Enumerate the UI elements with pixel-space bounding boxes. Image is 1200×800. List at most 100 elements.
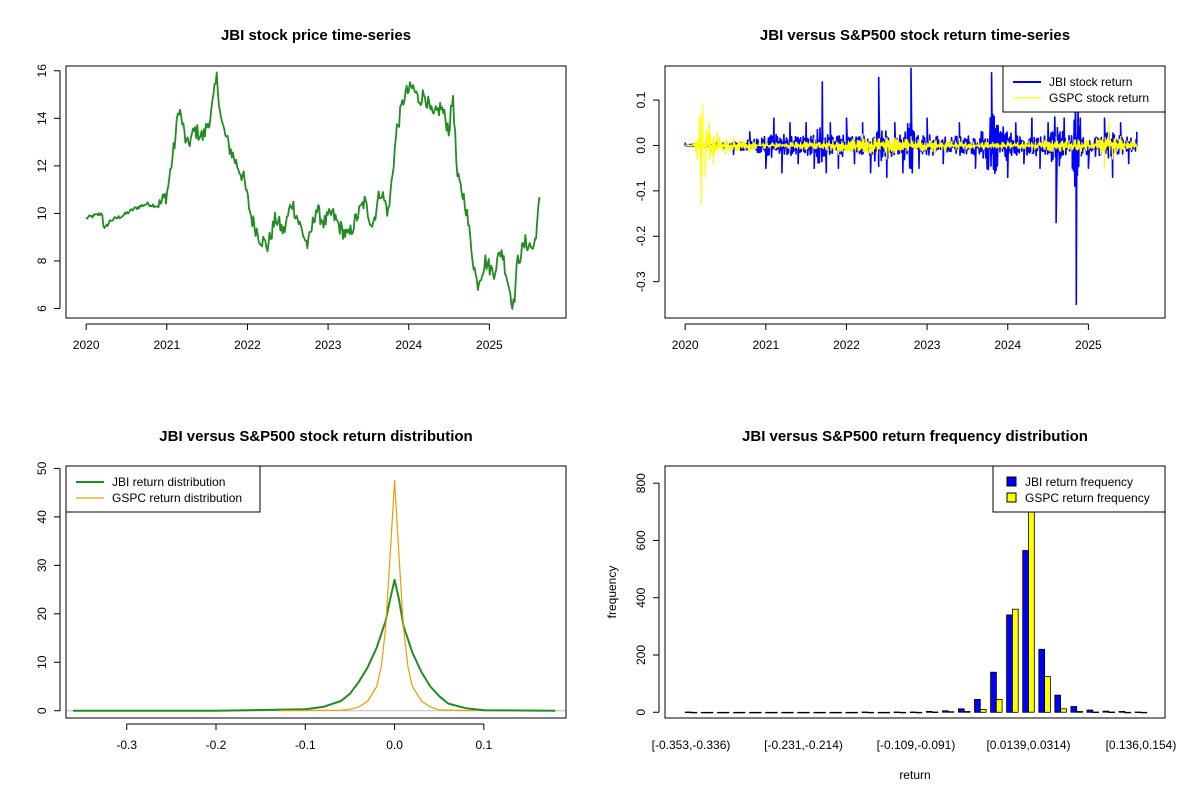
price-y-tick-label: 8 — [35, 257, 49, 264]
frequency-bar-gspc — [690, 711, 698, 714]
frequency-bar-gspc — [851, 711, 858, 714]
frequency-bar-jbi — [717, 711, 724, 714]
chart-title-returns: JBI versus S&P500 stock return time-seri… — [760, 27, 1070, 44]
density-x-tick-label: -0.3 — [116, 738, 137, 752]
returns-y-tick-label: -0.2 — [634, 226, 648, 247]
frequency-bar-jbi — [1102, 710, 1110, 713]
density-chart: -0.3 -0.2 -0.1 0.0 0.1 0 10 20 30 40 50 JBI versus … — [35, 428, 567, 752]
frequency-bar-gspc — [771, 711, 778, 714]
returns-x-tick-label: 2022 — [833, 338, 860, 352]
density-y-tick-label: 0 — [35, 707, 49, 714]
frequency-bar-jbi — [813, 711, 820, 714]
density-y-tick-label: 10 — [35, 655, 49, 669]
frequency-x-tick-label: [-0.231,-0.214) — [764, 738, 843, 752]
returns-x-tick-label: 2024 — [994, 338, 1021, 352]
returns-series-line-jbi — [684, 67, 1138, 306]
frequency-bar-gspc — [787, 711, 794, 714]
frequency-bar-gspc — [1060, 708, 1067, 713]
price-y-tick-label: 16 — [35, 64, 49, 78]
frequency-y-tick-label: 600 — [634, 530, 648, 550]
returns-x-tick-label: 2020 — [672, 338, 699, 352]
density-legend-label: GSPC return distribution — [112, 491, 242, 505]
returns-y-tick-label: -0.1 — [634, 180, 648, 201]
frequency-bar-jbi — [684, 711, 692, 714]
frequency-legend-swatch — [1006, 492, 1017, 503]
frequency-bar-gspc — [819, 711, 826, 714]
density-series-line-jbi — [73, 578, 556, 712]
price-x-tick-label: 2025 — [476, 338, 503, 352]
density-x-tick-label: -0.2 — [206, 738, 227, 752]
frequency-bar-jbi — [877, 711, 885, 714]
density-y-tick-label: 50 — [35, 461, 49, 475]
price-y-tick-label: 14 — [35, 111, 49, 125]
frequency-legend-swatch — [1006, 476, 1017, 487]
frequency-y-axis-label: frequency — [605, 566, 619, 619]
frequency-bar-jbi — [829, 711, 837, 714]
density-y-tick-label: 30 — [35, 558, 49, 572]
chart-title-frequency: JBI versus S&P500 return frequency distr… — [742, 428, 1088, 445]
frequency-bar-gspc — [1092, 711, 1100, 714]
frequency-x-tick-label: [0.136,0.154) — [1106, 738, 1177, 752]
frequency-legend-label: GSPC return frequency — [1025, 491, 1150, 505]
frequency-x-axis-label: return — [899, 768, 930, 782]
frequency-bar-jbi — [942, 710, 949, 713]
density-y-tick-label: 40 — [35, 510, 49, 524]
frequency-bar-jbi — [700, 711, 708, 714]
frequency-x-tick-label: [-0.109,-0.091) — [877, 738, 956, 752]
frequency-bar-gspc — [1140, 711, 1148, 714]
price-y-tick-label: 10 — [35, 206, 49, 220]
frequency-bar-gspc — [1012, 608, 1019, 713]
frequency-bar-gspc — [1044, 676, 1051, 713]
frequency-chart: 0 200 400 600 800 [-0.353,-0.336) [-0.231,-0.2… — [605, 428, 1176, 782]
frequency-legend — [992, 465, 1166, 513]
frequency-bar-gspc — [722, 711, 730, 714]
frequency-bar-gspc — [1124, 711, 1132, 714]
frequency-bar-jbi — [733, 711, 740, 714]
returns-series-line-gspc — [685, 104, 1138, 206]
density-y-tick-label: 20 — [35, 607, 49, 621]
frequency-bar-gspc — [867, 711, 874, 714]
frequency-bar-jbi — [1118, 711, 1126, 713]
frequency-bar-jbi — [765, 711, 772, 714]
frequency-bar-jbi — [797, 711, 804, 714]
frequency-bar-gspc — [915, 711, 923, 714]
returns-x-tick-label: 2021 — [752, 338, 779, 352]
price-x-tick-label: 2022 — [234, 338, 261, 352]
frequency-bar-gspc — [963, 711, 971, 713]
frequency-bar-gspc — [931, 711, 939, 714]
frequency-bar-gspc — [947, 711, 955, 713]
frequency-bar-jbi — [749, 711, 756, 714]
chart-title-price: JBI stock price time-series — [221, 27, 411, 44]
frequency-y-tick-label: 800 — [634, 473, 648, 493]
frequency-legend-label: JBI return frequency — [1025, 475, 1133, 489]
frequency-bar-jbi — [1134, 711, 1142, 714]
price-plot-box — [65, 65, 567, 319]
frequency-bar-jbi — [893, 711, 901, 714]
frequency-bar-gspc — [899, 711, 907, 714]
frequency-bar-gspc — [1108, 711, 1116, 714]
density-x-tick-label: 0.0 — [386, 738, 403, 752]
frequency-bar-gspc — [835, 711, 842, 714]
returns-y-tick-label: 0.1 — [634, 91, 648, 108]
density-legend — [65, 465, 261, 513]
frequency-bar-jbi — [861, 711, 869, 714]
frequency-bar-gspc — [883, 711, 891, 714]
frequency-bar-jbi — [1022, 550, 1029, 713]
frequency-bar-gspc — [706, 711, 714, 714]
chart-title-density: JBI versus S&P500 stock return distribut… — [159, 428, 472, 445]
price-x-tick-label: 2021 — [153, 338, 180, 352]
returns-x-tick-label: 2023 — [914, 338, 941, 352]
price-chart: 2020 2021 2022 2023 2024 2025 6 8 10 12 14 16 JBI st… — [35, 27, 567, 352]
frequency-bar-jbi — [925, 711, 933, 713]
returns-y-tick-label: -0.3 — [634, 271, 648, 292]
frequency-y-tick-label: 200 — [634, 645, 648, 665]
frequency-bar-jbi — [990, 671, 997, 713]
density-plot-box — [65, 465, 567, 719]
density-x-tick-label: 0.1 — [476, 738, 493, 752]
frequency-bar-gspc — [803, 711, 810, 714]
frequency-bar-gspc — [1076, 711, 1083, 713]
returns-y-tick-label: 0.0 — [634, 137, 648, 154]
frequency-bar-jbi — [1070, 706, 1078, 713]
frequency-bar-gspc — [754, 711, 762, 714]
